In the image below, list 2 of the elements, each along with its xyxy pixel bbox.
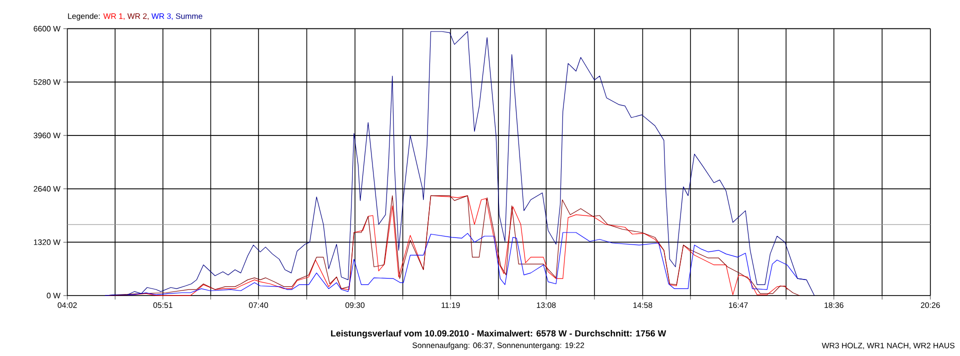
- line-series: [104, 31, 815, 296]
- text: Leistungsverlauf vom 10.09.2010 - Maximalwert: 6578 W - Durchschnitt: 1756 W: [331, 330, 666, 338]
